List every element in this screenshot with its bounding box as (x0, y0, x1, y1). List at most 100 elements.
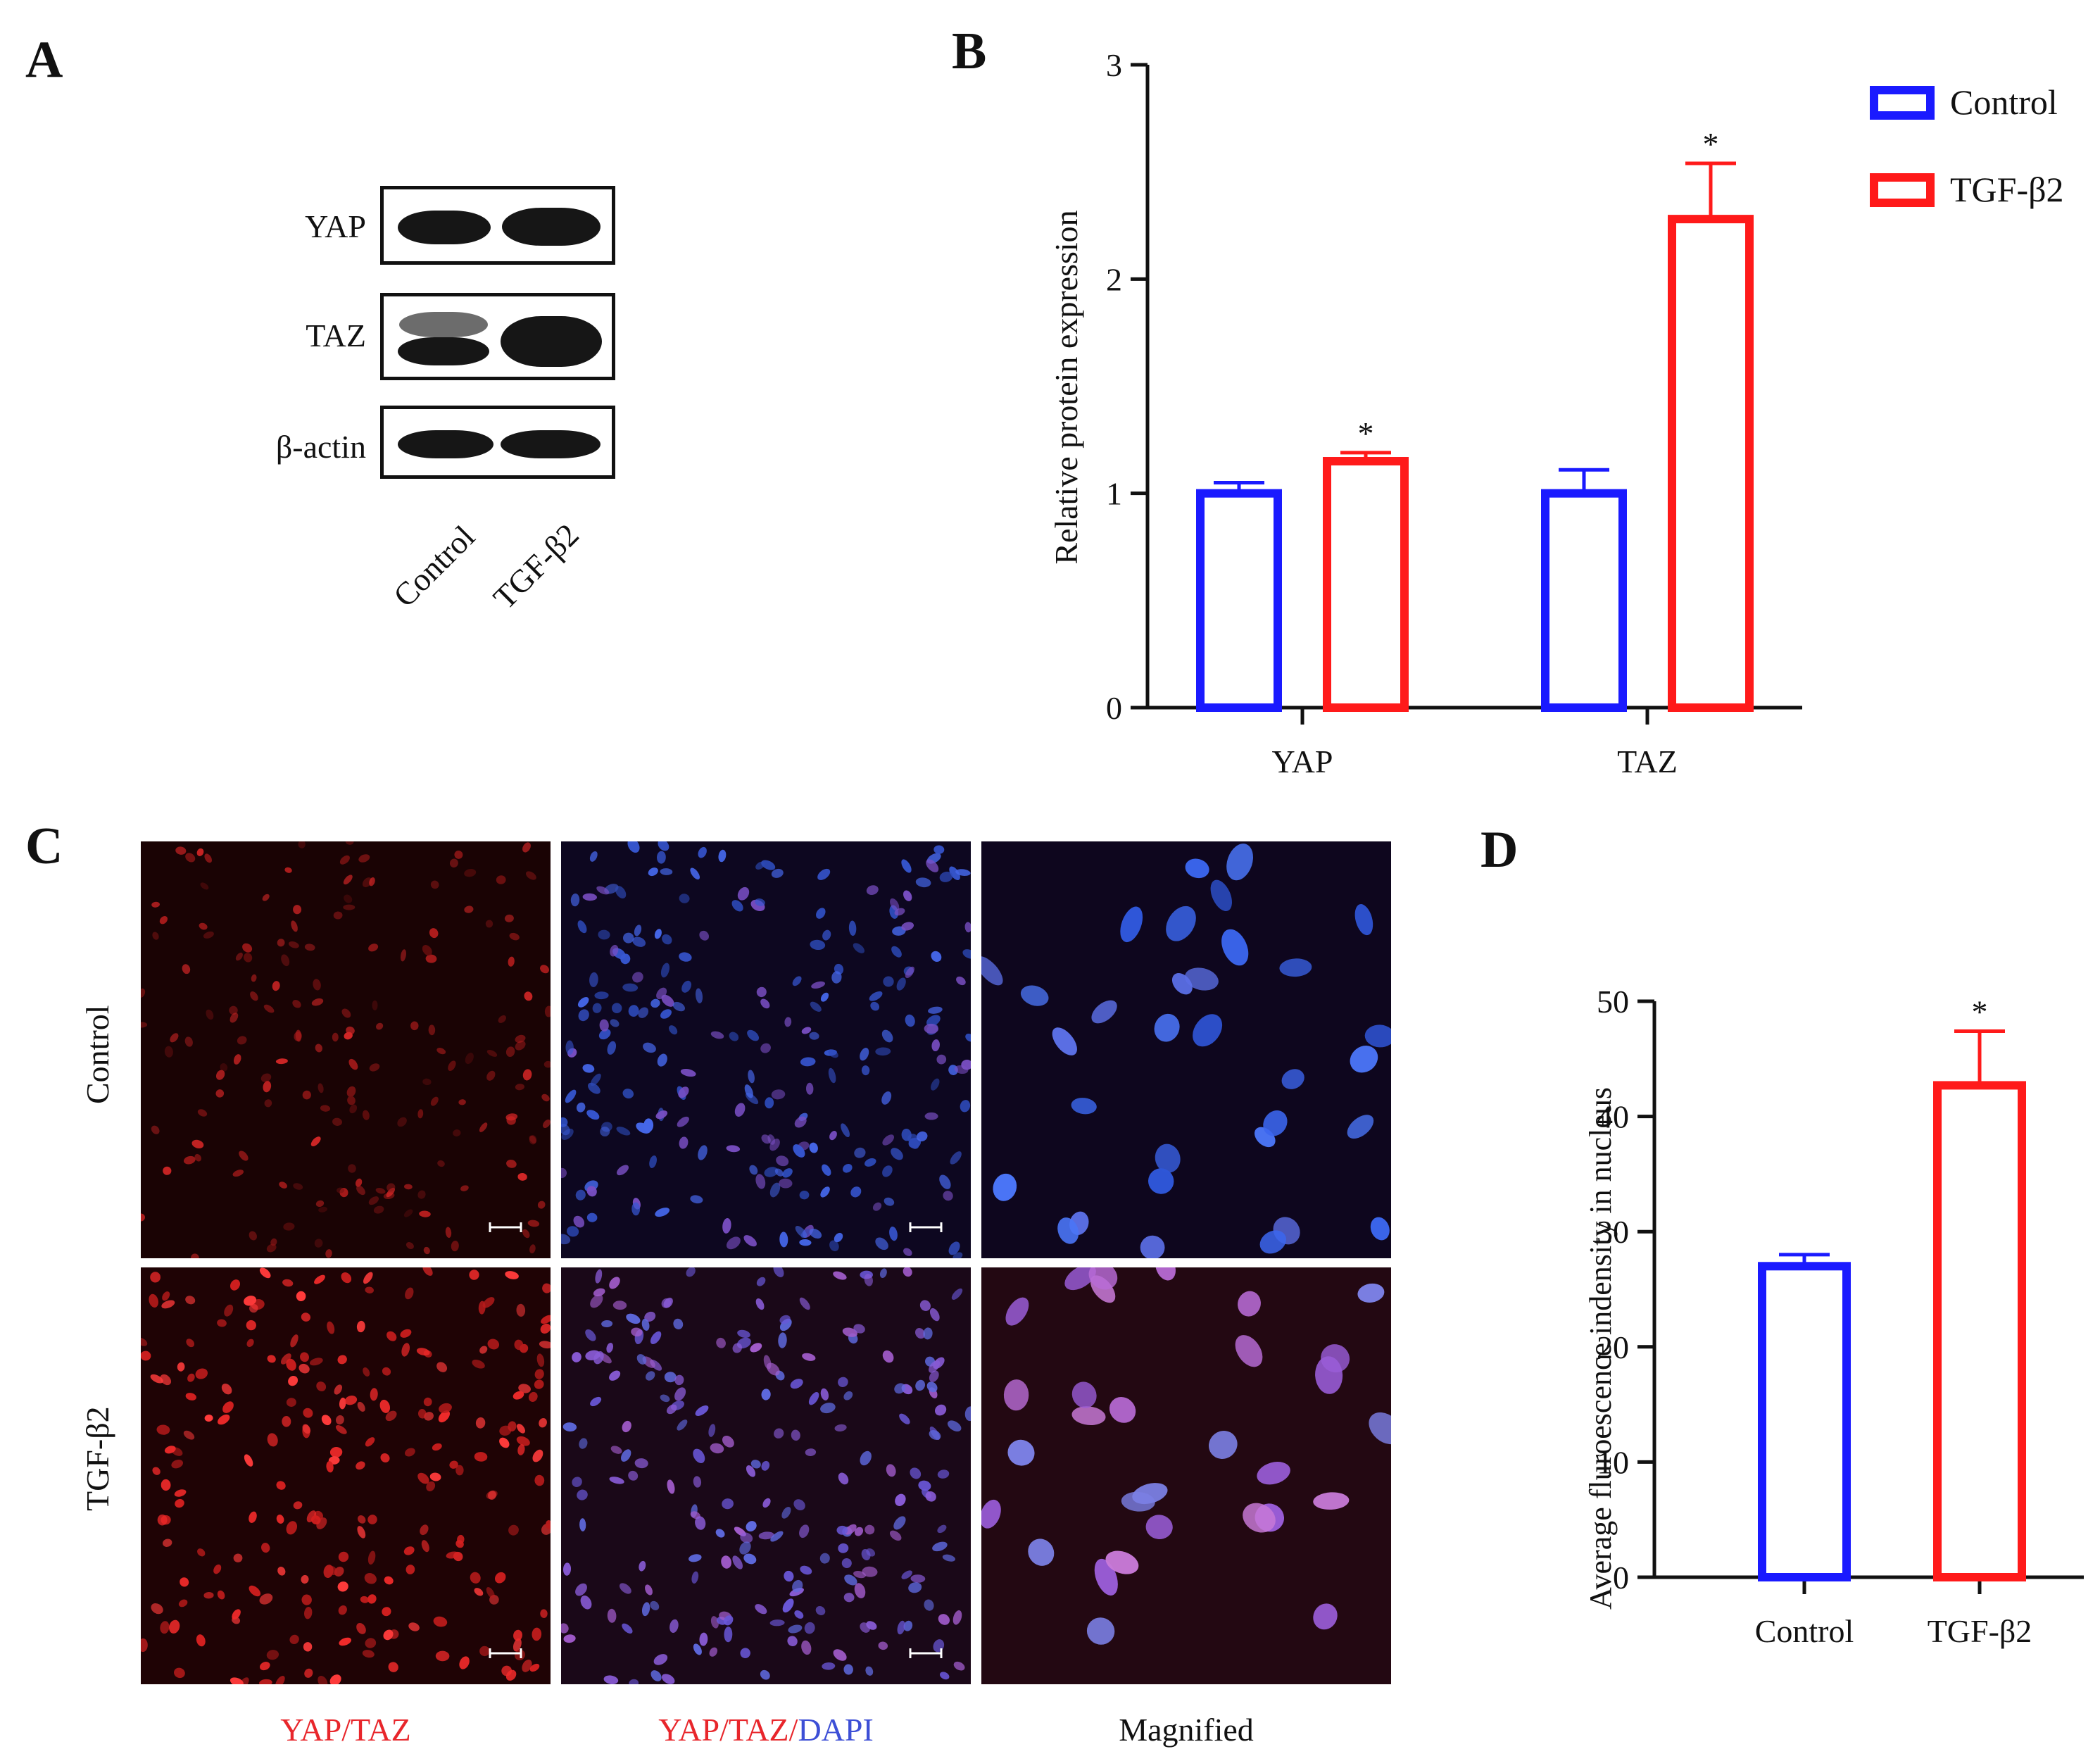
cell-nucleus (936, 1054, 947, 1065)
cell-nucleus (594, 991, 609, 1000)
cell-nucleus (183, 1430, 195, 1440)
cell-nucleus (329, 1446, 343, 1458)
cell-nucleus (321, 1415, 332, 1426)
cell-nucleus (222, 1401, 234, 1413)
cell-nucleus (522, 842, 531, 853)
cell-nucleus (582, 893, 597, 901)
cell-nucleus (229, 1005, 238, 1015)
cell-nucleus (802, 1353, 816, 1361)
cell-nucleus (899, 1413, 910, 1424)
cell-nucleus (513, 1629, 522, 1641)
cell-nucleus (200, 882, 209, 890)
cell-nucleus (622, 983, 639, 992)
cell-nucleus (313, 979, 321, 991)
cell-nucleus (756, 1277, 766, 1286)
cell-nucleus (449, 1460, 458, 1469)
cell-nucleus (838, 1377, 848, 1387)
cell-nucleus (300, 1352, 309, 1362)
cell-nucleus (362, 1650, 375, 1658)
cell-nucleus (820, 992, 829, 1002)
cell-nucleus (726, 1145, 741, 1153)
cell-nucleus (810, 1001, 822, 1012)
cell-nucleus (657, 1053, 667, 1067)
cell-nucleus (177, 1362, 185, 1372)
cell-nucleus (955, 869, 971, 876)
cell-nucleus (734, 1103, 746, 1117)
cell-nucleus (293, 1501, 303, 1510)
cell-nucleus (266, 1243, 277, 1253)
cell-nucleus (926, 1015, 941, 1027)
cell-nucleus (426, 1481, 436, 1491)
cell-nucleus (881, 1091, 892, 1105)
cell-nucleus (364, 1573, 377, 1584)
cell-nucleus (327, 1565, 338, 1576)
cell-nucleus (761, 1460, 770, 1471)
cell-nucleus (592, 1003, 602, 1013)
legend-label: Control (1950, 82, 2058, 122)
cell-nucleus (496, 875, 506, 884)
cell-nucleus (150, 1374, 163, 1384)
cell-nucleus (436, 1048, 446, 1055)
cell-nucleus (758, 1531, 774, 1540)
cell-nucleus (191, 1139, 204, 1148)
cell-nucleus (326, 1461, 334, 1473)
cell-nucleus (695, 988, 703, 1003)
cell-nucleus (267, 1355, 276, 1363)
cell-nucleus (335, 1415, 344, 1425)
cell-nucleus (539, 1418, 547, 1428)
cell-nucleus (828, 1067, 836, 1084)
cell-nucleus (901, 922, 914, 931)
cell-nucleus (822, 929, 831, 941)
cell-nucleus (470, 1572, 481, 1584)
significance-marker: * (1358, 415, 1374, 451)
cell-nucleus (834, 1232, 843, 1243)
cell-nucleus (261, 1543, 270, 1553)
cell-nucleus (301, 1312, 311, 1322)
cell-nucleus (259, 1679, 272, 1684)
cell-nucleus (178, 1599, 188, 1608)
cell-nucleus (310, 1136, 321, 1147)
cell-nucleus (270, 1238, 277, 1246)
cell-nucleus (327, 1321, 335, 1334)
cell-nucleus (283, 1222, 295, 1231)
cell-nucleus (755, 861, 765, 870)
cell-nucleus (263, 1004, 275, 1013)
cell-nucleus (603, 1675, 619, 1684)
cell-nucleus (163, 1166, 172, 1175)
cell-nucleus (562, 1422, 577, 1432)
cell-nucleus (739, 1541, 751, 1555)
cell-nucleus (303, 1408, 313, 1418)
cell-nucleus (875, 1047, 891, 1056)
cell-nucleus (844, 1574, 857, 1586)
cell-nucleus (586, 1110, 600, 1120)
cell-nucleus (543, 1060, 551, 1068)
cell-nucleus (699, 1632, 708, 1646)
cell-nucleus (479, 1646, 490, 1657)
cell-nucleus (401, 1343, 410, 1357)
cell-nucleus (515, 1034, 526, 1044)
cell-nucleus (175, 846, 187, 855)
cell-nucleus (317, 1083, 324, 1093)
cell-nucleus (469, 1270, 479, 1280)
cell-nucleus (429, 928, 439, 939)
y-axis-label: Relative protein expression (1048, 210, 1084, 564)
cell-nucleus (804, 1622, 815, 1634)
panel-label-a: A (25, 31, 63, 89)
cell-nucleus (204, 853, 212, 863)
cell-nucleus (335, 1425, 347, 1434)
cell-nucleus (748, 1070, 755, 1084)
cell-nucleus (542, 1119, 551, 1129)
cell-nucleus (932, 1541, 948, 1552)
significance-marker: * (1703, 126, 1719, 162)
cell-nucleus (1313, 1492, 1350, 1510)
cell-nucleus (404, 1184, 413, 1190)
cell-nucleus (532, 1627, 542, 1641)
cell-nucleus (403, 1546, 415, 1555)
blot-row-label-yap: YAP (305, 208, 366, 244)
cell-nucleus (249, 1585, 261, 1597)
cell-nucleus (1020, 985, 1049, 1006)
cell-nucleus (562, 1562, 572, 1576)
cell-nucleus (436, 1362, 448, 1372)
cell-nucleus (197, 1109, 208, 1117)
cell-nucleus (655, 1208, 670, 1217)
